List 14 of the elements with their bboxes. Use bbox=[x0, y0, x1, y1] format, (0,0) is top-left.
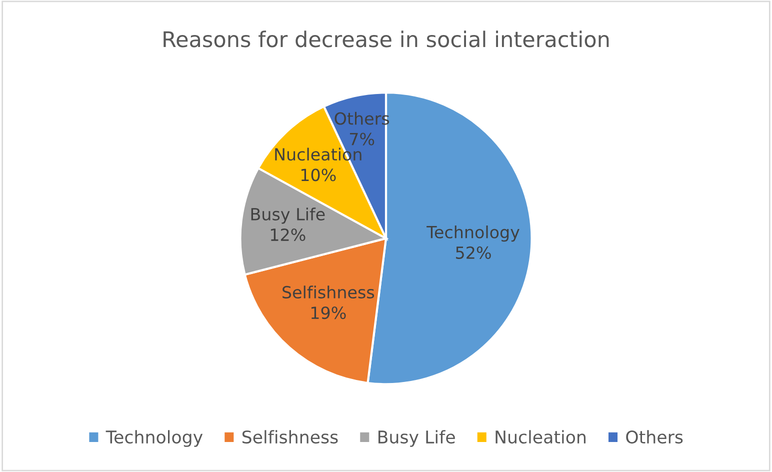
slice-label: Busy Life bbox=[251, 208, 325, 224]
chart-title: Reasons for decrease in social interaction bbox=[164, 30, 609, 48]
legend-label: Busy Life bbox=[378, 430, 455, 447]
data-label: 7% bbox=[350, 132, 374, 146]
legend-label: Technology bbox=[106, 430, 203, 447]
legend-label: Others bbox=[626, 430, 683, 444]
slice-label: Selfishness bbox=[282, 286, 374, 299]
data-label: 19% bbox=[311, 306, 346, 320]
legend-label: Selfishness bbox=[242, 430, 338, 444]
data-label: 10% bbox=[301, 168, 336, 182]
slice-label: Technology bbox=[426, 226, 520, 242]
data-label: 52% bbox=[456, 246, 491, 259]
legend-label: Nucleation bbox=[496, 430, 586, 444]
data-label: 12% bbox=[270, 228, 306, 242]
